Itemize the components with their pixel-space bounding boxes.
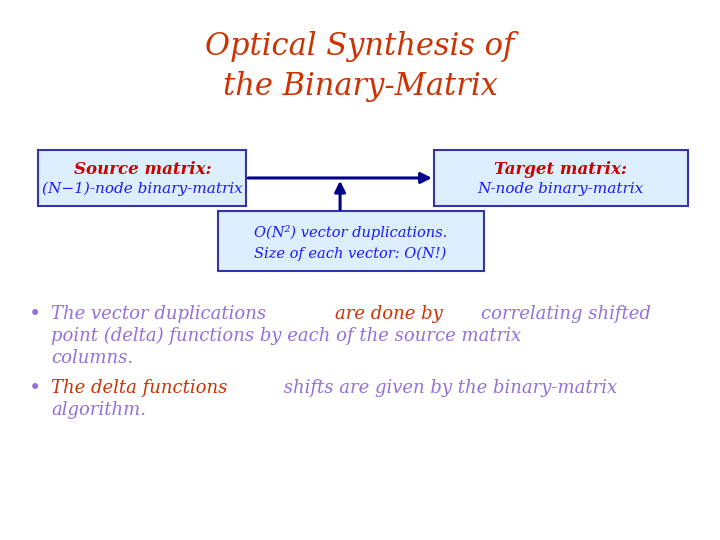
Text: Optical Synthesis of
the Binary-Matrix: Optical Synthesis of the Binary-Matrix — [205, 31, 515, 102]
Text: point (delta) functions by each of the source matrix: point (delta) functions by each of the s… — [51, 327, 521, 345]
Text: Target matrix:: Target matrix: — [494, 161, 627, 178]
FancyBboxPatch shape — [433, 150, 688, 206]
Text: Source matrix:: Source matrix: — [73, 161, 211, 178]
Text: columns.: columns. — [51, 349, 133, 367]
Text: correlating shifted: correlating shifted — [481, 305, 651, 323]
Text: algorithm.: algorithm. — [51, 401, 146, 419]
FancyBboxPatch shape — [38, 150, 246, 206]
Text: are done by: are done by — [335, 305, 449, 323]
FancyBboxPatch shape — [217, 211, 484, 271]
Text: •: • — [30, 379, 42, 398]
Text: shifts are given by the binary-matrix: shifts are given by the binary-matrix — [278, 379, 617, 397]
Text: (N−1)-node binary-matrix: (N−1)-node binary-matrix — [42, 182, 243, 196]
Text: O(N²) vector duplications.: O(N²) vector duplications. — [254, 225, 447, 240]
Text: The delta functions: The delta functions — [51, 379, 228, 397]
Text: The vector duplications: The vector duplications — [51, 305, 272, 323]
Text: •: • — [30, 305, 42, 324]
Text: Size of each vector: O(N!): Size of each vector: O(N!) — [254, 247, 446, 261]
Text: N-node binary-matrix: N-node binary-matrix — [477, 182, 644, 196]
